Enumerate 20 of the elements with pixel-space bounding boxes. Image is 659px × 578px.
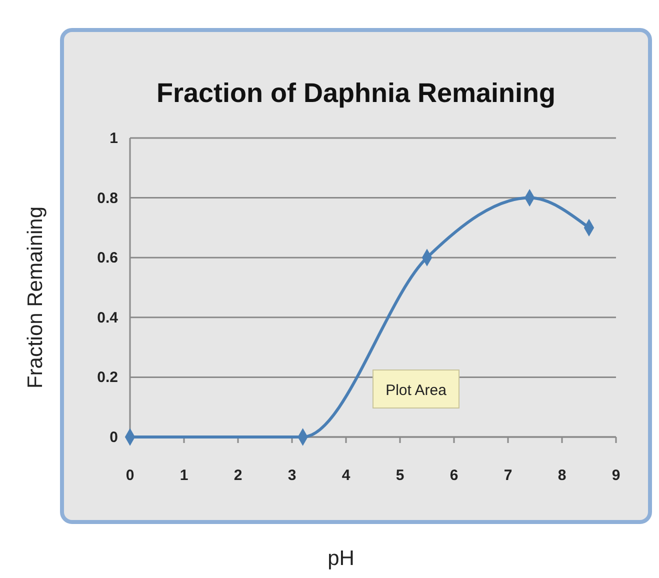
x-tick-label: 9 [612,467,620,484]
y-tick-label: 0 [110,429,118,446]
y-axis-title: Fraction Remaining [24,206,47,389]
x-tick-label: 5 [396,467,404,484]
y-tick-label: 1 [110,130,118,147]
x-tick-label: 8 [558,467,566,484]
x-tick-label: 6 [450,467,458,484]
y-tick-label: 0.4 [97,309,119,326]
x-tick-label: 7 [504,467,512,484]
x-tick-label: 1 [180,467,188,484]
x-tick-label: 4 [342,467,351,484]
y-tick-label: 0.8 [97,190,118,207]
y-tick-label: 0.2 [97,369,118,386]
annotation: Plot Area [386,382,448,399]
x-tick-label: 0 [126,467,134,484]
y-tick-label: 0.6 [97,250,118,267]
chart-title: Fraction of Daphnia Remaining [156,78,556,108]
x-tick-label: 3 [288,467,296,484]
x-tick-label: 2 [234,467,242,484]
x-axis-title: pH [328,547,354,570]
